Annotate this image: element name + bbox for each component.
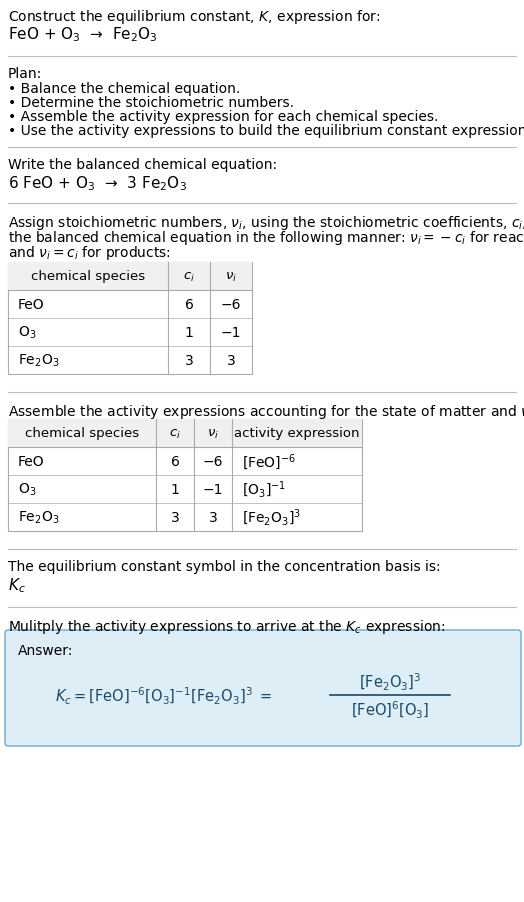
Text: activity expression: activity expression: [234, 427, 360, 440]
Text: O$_3$: O$_3$: [18, 482, 37, 498]
Text: Construct the equilibrium constant, $K$, expression for:: Construct the equilibrium constant, $K$,…: [8, 8, 380, 26]
Text: 6: 6: [171, 455, 179, 468]
Text: $K_c$: $K_c$: [8, 575, 26, 594]
Bar: [8, 262, 252, 374]
Text: and $\nu_i = c_i$ for products:: and $\nu_i = c_i$ for products:: [8, 244, 171, 262]
Text: FeO: FeO: [18, 298, 45, 312]
Text: $[\mathrm{FeO}]^{6} [\mathrm{O_3}]$: $[\mathrm{FeO}]^{6} [\mathrm{O_3}]$: [351, 699, 429, 720]
Text: chemical species: chemical species: [31, 271, 145, 283]
Text: 6: 6: [184, 298, 193, 312]
Bar: [8, 262, 252, 290]
Text: [FeO]$^{-6}$: [FeO]$^{-6}$: [242, 452, 296, 472]
Text: $c_i$: $c_i$: [169, 427, 181, 440]
Text: Fe$_2$O$_3$: Fe$_2$O$_3$: [18, 353, 60, 369]
Text: −1: −1: [221, 326, 241, 340]
Text: Plan:: Plan:: [8, 67, 42, 81]
Text: Mulitply the activity expressions to arrive at the $K_c$ expression:: Mulitply the activity expressions to arr…: [8, 617, 445, 635]
Text: Answer:: Answer:: [18, 643, 73, 658]
FancyBboxPatch shape: [5, 630, 521, 746]
Text: [Fe$_2$O$_3$]$^3$: [Fe$_2$O$_3$]$^3$: [242, 507, 301, 528]
Text: −6: −6: [221, 298, 241, 312]
Text: 1: 1: [184, 326, 193, 340]
Text: FeO: FeO: [18, 455, 45, 468]
Text: [O$_3$]$^{-1}$: [O$_3$]$^{-1}$: [242, 479, 286, 500]
Text: $[\mathrm{Fe_2O_3}]^{3}$: $[\mathrm{Fe_2O_3}]^{3}$: [359, 671, 421, 692]
Text: $\nu_i$: $\nu_i$: [207, 427, 219, 440]
Text: FeO + O$_3$  →  Fe$_2$O$_3$: FeO + O$_3$ → Fe$_2$O$_3$: [8, 25, 158, 43]
Text: chemical species: chemical species: [25, 427, 139, 440]
Text: • Balance the chemical equation.: • Balance the chemical equation.: [8, 82, 240, 96]
Text: 3: 3: [171, 511, 179, 524]
Bar: [8, 419, 362, 531]
Text: • Assemble the activity expression for each chemical species.: • Assemble the activity expression for e…: [8, 110, 439, 124]
Text: Write the balanced chemical equation:: Write the balanced chemical equation:: [8, 158, 277, 171]
Text: $K_c = [\mathrm{FeO}]^{-6} [\mathrm{O_3}]^{-1} [\mathrm{Fe_2O_3}]^{3}\ =$: $K_c = [\mathrm{FeO}]^{-6} [\mathrm{O_3}…: [55, 685, 272, 705]
Text: $c_i$: $c_i$: [183, 271, 195, 283]
Text: • Determine the stoichiometric numbers.: • Determine the stoichiometric numbers.: [8, 96, 294, 110]
Text: −6: −6: [203, 455, 223, 468]
Bar: [8, 419, 362, 447]
Text: 3: 3: [184, 354, 193, 368]
Text: 1: 1: [171, 483, 179, 496]
Text: • Use the activity expressions to build the equilibrium constant expression.: • Use the activity expressions to build …: [8, 124, 524, 138]
Text: O$_3$: O$_3$: [18, 325, 37, 341]
Text: Assign stoichiometric numbers, $\nu_i$, using the stoichiometric coefficients, $: Assign stoichiometric numbers, $\nu_i$, …: [8, 214, 524, 232]
Text: $\nu_i$: $\nu_i$: [225, 271, 237, 283]
Text: The equilibrium constant symbol in the concentration basis is:: The equilibrium constant symbol in the c…: [8, 559, 441, 574]
Text: −1: −1: [203, 483, 223, 496]
Text: 6 FeO + O$_3$  →  3 Fe$_2$O$_3$: 6 FeO + O$_3$ → 3 Fe$_2$O$_3$: [8, 174, 187, 192]
Text: 3: 3: [209, 511, 217, 524]
Text: Fe$_2$O$_3$: Fe$_2$O$_3$: [18, 510, 60, 526]
Text: the balanced chemical equation in the following manner: $\nu_i = -c_i$ for react: the balanced chemical equation in the fo…: [8, 229, 524, 247]
Text: Assemble the activity expressions accounting for the state of matter and $\nu_i$: Assemble the activity expressions accoun…: [8, 402, 524, 420]
Text: 3: 3: [226, 354, 235, 368]
